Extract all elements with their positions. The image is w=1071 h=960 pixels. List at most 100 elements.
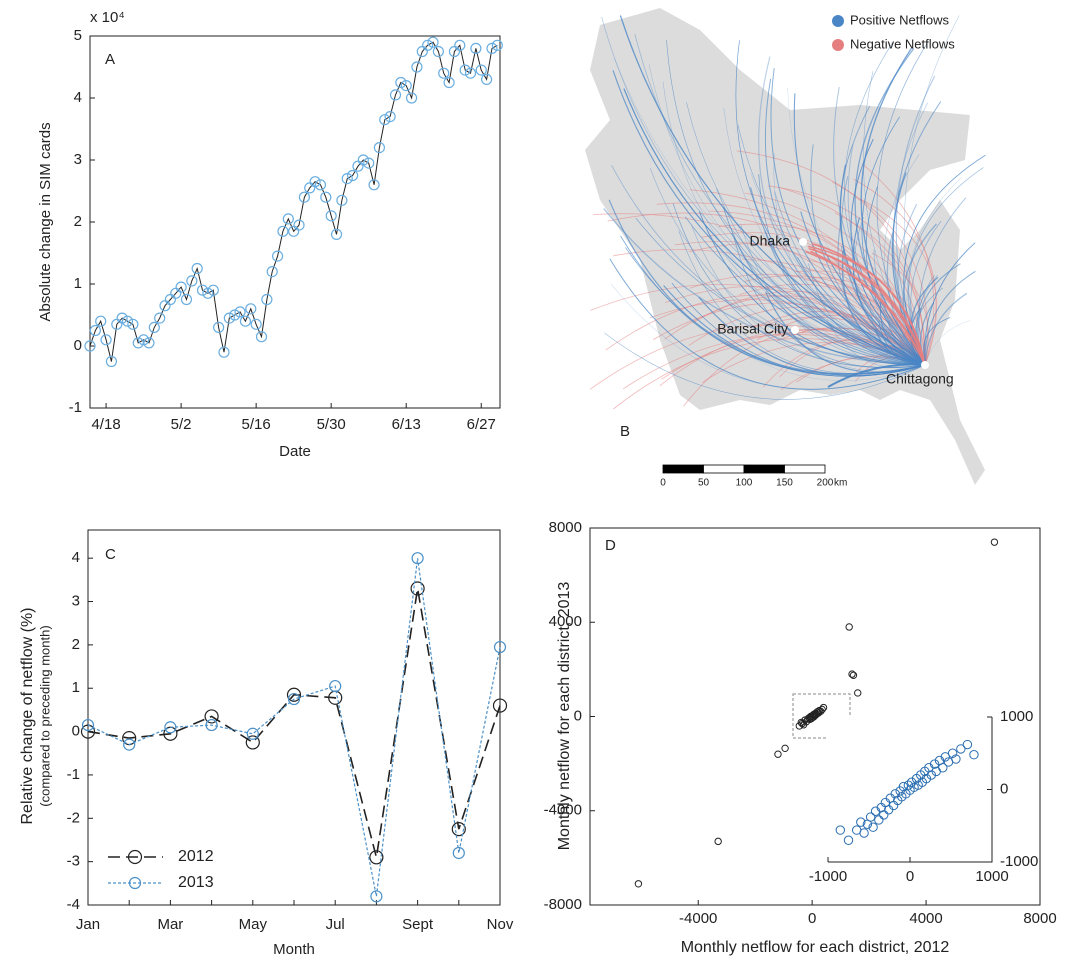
flow-arc <box>860 47 926 366</box>
marker <box>164 721 177 734</box>
marker <box>314 179 327 191</box>
marker <box>410 581 425 596</box>
flow-arcs <box>589 15 986 410</box>
flow-arc <box>612 70 926 366</box>
y-tick-label: 0 <box>1000 780 1008 797</box>
marker <box>330 228 343 240</box>
marker <box>427 36 439 48</box>
flow-arc <box>839 106 926 366</box>
x-tick-label: Jul <box>326 916 345 933</box>
y-axis-sublabel: (compared to preceding month) <box>37 625 52 806</box>
flow-arc <box>698 211 926 366</box>
series-line <box>87 588 501 858</box>
marker <box>452 846 465 860</box>
marker <box>373 142 386 154</box>
flow-arc <box>810 144 926 366</box>
marker <box>223 312 235 324</box>
scale-segment <box>784 464 826 474</box>
x-tick-label: 5/2 <box>171 416 192 433</box>
y-tick-label: 1 <box>74 275 82 292</box>
point <box>781 744 789 753</box>
zoom-box <box>792 693 851 739</box>
marker <box>363 157 375 169</box>
marker <box>213 321 225 333</box>
marker <box>287 692 301 706</box>
series-line <box>87 558 501 897</box>
x-tick-label: 4000 <box>909 910 942 927</box>
flow-arc <box>805 250 926 366</box>
x-axis-label: Month <box>273 941 315 958</box>
y-tick-label: -1 <box>67 766 80 783</box>
flow-arc <box>827 363 926 388</box>
y-tick-label: 1000 <box>1000 708 1033 725</box>
scale-label: 100 <box>736 478 753 489</box>
flow-arc <box>844 42 926 366</box>
y-axis-label: Absolute change in SIM cards <box>37 122 54 321</box>
point <box>890 789 900 799</box>
point <box>903 780 914 790</box>
x-tick-label: 5/16 <box>242 416 271 433</box>
flow-arc <box>861 116 926 366</box>
x-axis-label: Monthly netflow for each district, 2012 <box>681 939 950 956</box>
flow-arc <box>723 107 926 366</box>
marker <box>368 179 380 191</box>
marker <box>329 679 342 693</box>
marker <box>475 64 487 76</box>
flow-arc <box>605 294 926 366</box>
x-tick-label: Sept <box>402 916 434 933</box>
marker <box>369 850 384 865</box>
marker <box>298 191 310 203</box>
marker <box>438 67 450 79</box>
x-tick-label: 1000 <box>975 868 1008 885</box>
y-tick-label: 4 <box>72 549 80 566</box>
series-line <box>89 41 498 362</box>
flow-arc <box>722 206 926 366</box>
marker <box>137 334 150 346</box>
legend-label: 2013 <box>178 874 214 891</box>
legend-label: Positive Netflows <box>850 12 949 27</box>
y-tick-label: 0 <box>74 337 82 354</box>
point <box>865 812 876 822</box>
city-dot <box>791 326 799 334</box>
city-label: Dhaka <box>750 233 791 249</box>
point <box>807 714 816 723</box>
flow-arc <box>609 258 926 390</box>
y-tick-label: 0 <box>72 723 80 740</box>
scale-label: 150 <box>776 478 793 489</box>
point <box>879 810 889 820</box>
marker <box>123 738 136 751</box>
marker <box>286 687 302 702</box>
flow-arc <box>649 167 926 366</box>
flow-arc <box>739 283 926 366</box>
flow-arc <box>903 15 960 366</box>
scale-label: 200 <box>817 478 834 489</box>
scale-segment <box>703 464 745 474</box>
y-tick-label: -1000 <box>1000 853 1038 870</box>
marker <box>411 552 424 565</box>
marker <box>422 39 434 51</box>
flow-arc <box>807 245 926 366</box>
y-tick-label: 2 <box>72 636 80 653</box>
marker <box>186 275 198 287</box>
flow-arc <box>773 153 926 366</box>
flow-arc <box>735 40 926 366</box>
x-axis-label: Date <box>279 443 311 460</box>
point <box>990 538 999 546</box>
legend-label: 2012 <box>178 848 214 865</box>
flow-arc <box>865 186 926 366</box>
marker <box>384 110 396 123</box>
point <box>926 770 937 780</box>
point <box>848 670 856 678</box>
legend-label: Negative Netflows <box>850 36 955 51</box>
flow-arc <box>706 230 926 366</box>
point <box>956 744 966 754</box>
flow-arc <box>853 178 937 366</box>
flow-arc <box>740 224 926 366</box>
marker <box>347 169 359 182</box>
flow-arc <box>601 16 926 366</box>
point <box>819 703 828 712</box>
x-tick-label: May <box>239 916 268 933</box>
flow-arc <box>684 216 926 366</box>
flow-arc <box>876 42 928 366</box>
flow-arc <box>841 176 926 366</box>
